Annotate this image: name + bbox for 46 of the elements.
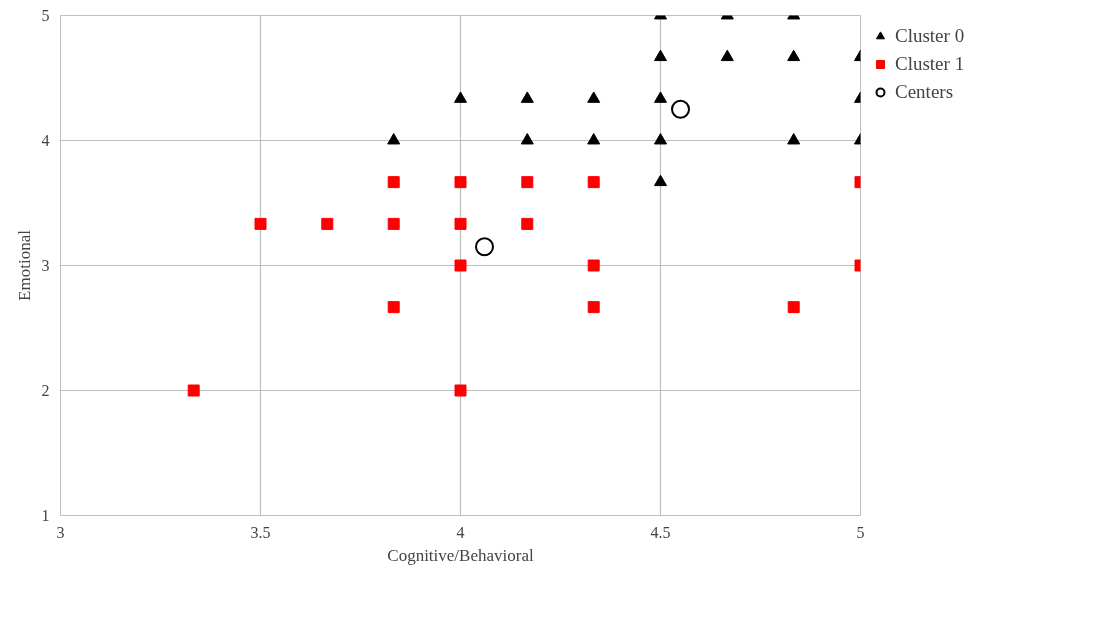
point — [387, 133, 401, 145]
point — [654, 49, 667, 62]
point — [321, 217, 334, 230]
point — [654, 91, 667, 103]
point — [520, 133, 534, 145]
x-tick-label: 5 — [856, 523, 865, 541]
point — [475, 237, 494, 257]
point — [587, 176, 600, 189]
y-tick-label: 3 — [41, 257, 50, 274]
point — [654, 133, 667, 145]
x-tick-label: 3.5 — [250, 523, 271, 541]
point — [521, 176, 534, 189]
y-tick-label: 5 — [41, 7, 50, 24]
point — [587, 259, 600, 272]
legend-label: Centers — [895, 81, 954, 103]
point — [387, 176, 400, 189]
point — [454, 384, 467, 397]
point — [587, 133, 601, 145]
point — [387, 301, 400, 314]
x-tick-label: 3 — [56, 523, 65, 541]
x-tick-label: 4.5 — [650, 523, 671, 541]
point — [587, 91, 601, 103]
legend-label: Cluster 0 — [895, 25, 965, 47]
point — [454, 176, 467, 189]
point — [520, 91, 534, 103]
point — [654, 174, 667, 187]
point — [521, 217, 534, 230]
y-axis-title: Emotional — [14, 229, 34, 301]
point — [787, 49, 801, 62]
point — [720, 49, 734, 62]
point — [454, 259, 467, 272]
legend-label: Cluster 1 — [895, 53, 965, 75]
point — [587, 301, 600, 314]
point — [254, 217, 267, 230]
x-tick-label: 4 — [456, 523, 465, 541]
point — [187, 384, 200, 397]
point — [454, 217, 467, 230]
y-tick-label: 1 — [41, 507, 50, 524]
x-axis-title: Cognitive/Behavioral — [387, 545, 534, 565]
point — [787, 133, 801, 145]
point — [787, 301, 800, 314]
y-tick-label: 2 — [41, 382, 50, 399]
point — [454, 91, 467, 103]
y-tick-label: 4 — [41, 132, 50, 149]
point — [387, 217, 400, 230]
point — [671, 99, 690, 119]
